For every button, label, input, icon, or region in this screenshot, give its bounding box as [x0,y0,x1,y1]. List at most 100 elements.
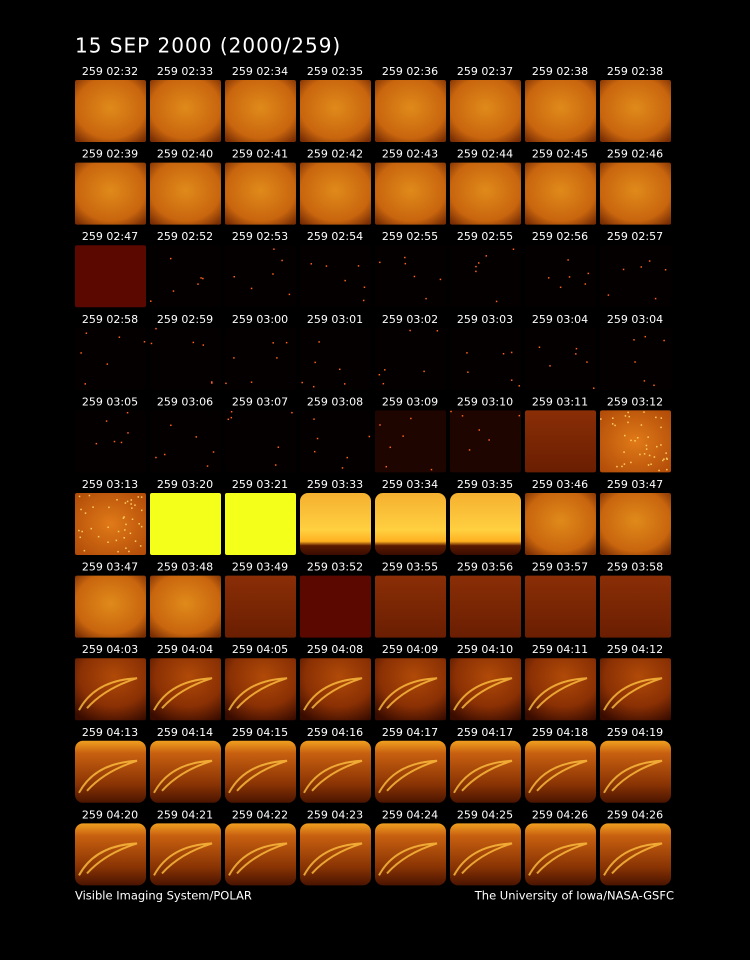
aurora-arc [228,842,288,876]
speckle [643,411,645,413]
speckle [477,262,480,264]
speckle [643,380,646,382]
frame-label: 259 02:37 [457,65,513,78]
speckle [384,369,386,371]
frame-label: 259 02:40 [157,148,213,161]
speckle [634,361,636,363]
frame-label: 259 04:04 [157,643,213,656]
speckle [78,529,80,532]
speckle [313,418,315,420]
speckle [634,440,636,442]
speckle [575,347,578,350]
frame-label: 259 03:09 [382,395,438,408]
speckle [127,432,129,434]
frame-label: 259 03:12 [607,395,663,408]
speckle [584,283,587,285]
speckle [430,468,433,471]
speckle [97,535,100,538]
footer-right: The University of Iowa/NASA-GSFC [474,889,674,903]
speckle [120,441,123,444]
aurora-arc [603,677,663,711]
speckle [644,335,647,338]
speckle [379,424,381,426]
speckle [211,381,213,383]
speckle [140,525,143,528]
speckle [624,415,627,417]
frame-label: 259 03:57 [532,561,588,574]
speckle [212,451,215,453]
speckle [169,257,172,260]
speckle [170,424,172,427]
frame-label: 259 03:05 [82,395,138,408]
frame-image [375,80,446,142]
speckle [621,465,623,468]
frame-label: 259 03:04 [532,313,588,326]
speckle [117,530,120,533]
frame-label: 259 04:25 [457,808,513,821]
speckle [128,550,130,553]
frame-label: 259 04:22 [232,808,288,821]
speckle [538,346,541,349]
speckle [343,383,346,385]
speckle [568,276,571,278]
frame-label: 259 04:12 [607,643,663,656]
frame-label: 259 02:46 [607,148,663,161]
speckle [666,468,668,471]
frame-label: 259 03:46 [532,478,588,491]
speckle [461,415,464,417]
speckle [108,506,110,509]
speckle [518,385,520,387]
speckle [134,504,136,506]
speckle [206,465,209,467]
speckle [404,256,406,259]
speckle [339,368,341,371]
speckle [95,442,98,445]
frame-label: 259 03:01 [307,313,363,326]
speckle [633,339,635,341]
frame-image [75,575,146,638]
speckle [310,263,313,265]
frame-image [450,162,521,225]
speckle [510,379,513,381]
speckle [654,297,657,300]
speckle [648,454,651,457]
frame-label: 259 02:52 [157,230,213,243]
speckle [195,436,198,438]
speckle [467,371,469,373]
speckle [413,275,416,278]
speckle [124,502,127,504]
frame-image [300,410,371,473]
speckle [139,545,142,547]
speckle [636,436,639,439]
frame-label: 259 02:59 [157,313,213,326]
speckle [116,499,118,501]
speckle [624,434,626,437]
speckle [627,421,629,424]
frame-label: 259 02:33 [157,65,213,78]
aurora-arc [378,759,438,794]
frame-label: 259 03:47 [82,561,138,574]
speckle [124,529,126,531]
frame-image [600,327,671,390]
frame-label: 259 04:26 [532,808,588,821]
frame-image [600,80,671,142]
aurora-arc [78,759,138,794]
speckle [630,439,632,442]
frame-label: 259 02:55 [457,230,513,243]
speckle [653,384,655,387]
frame-label: 259 04:26 [607,808,663,821]
frame-image [300,245,371,308]
frame-label: 259 02:39 [82,148,138,161]
speckle [125,523,127,526]
frame-label: 259 03:49 [232,561,288,574]
speckle [402,435,404,437]
speckle [409,329,411,332]
speckle [211,382,213,384]
speckle [547,277,550,279]
frame-label: 259 03:02 [382,313,438,326]
speckle [134,540,137,542]
speckle [357,265,360,267]
aurora-arc [453,759,513,794]
speckle [663,339,665,342]
